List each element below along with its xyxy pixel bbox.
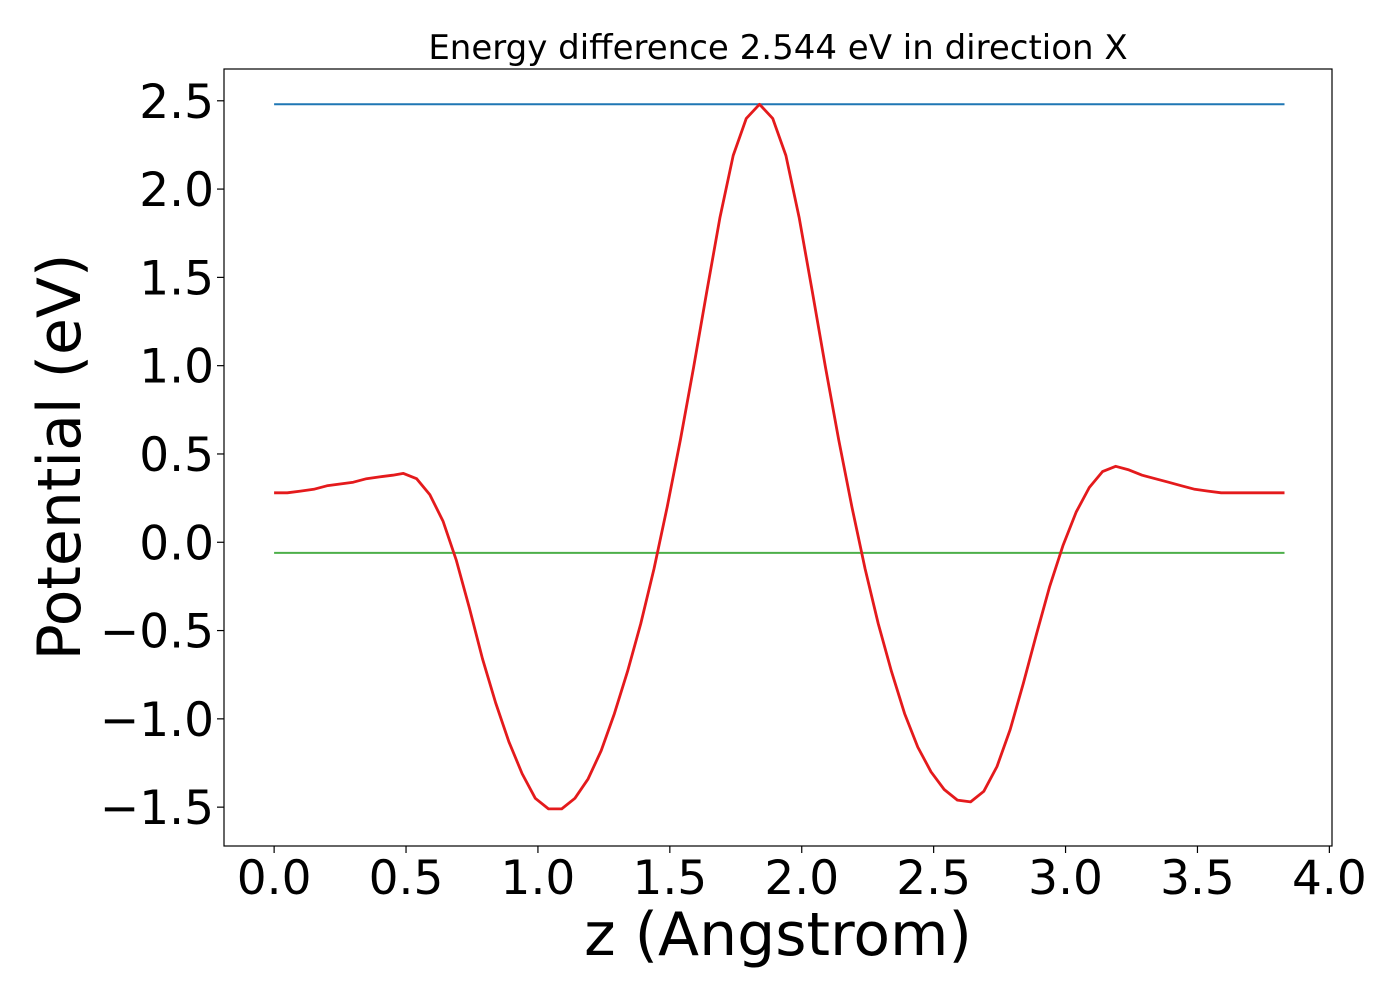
x-axis-label: z (Angstrom) [584, 900, 972, 970]
y-tick-label: 2.0 [139, 163, 214, 218]
y-axis-ticks: −1.5 −1.0 −0.5 0.0 0.5 1.0 1.5 2.0 2.5 [100, 75, 224, 836]
y-tick-label: 2.5 [139, 75, 214, 130]
x-axis-ticks: 0.0 0.5 1.0 1.5 2.0 2.5 3.0 3.5 4.0 [237, 846, 1367, 906]
y-tick-label: 0.0 [139, 516, 214, 571]
y-tick-label: 1.5 [139, 251, 214, 306]
x-tick-label: 2.5 [896, 851, 971, 906]
y-tick-label: 1.0 [139, 340, 214, 395]
y-tick-label: −0.5 [100, 605, 214, 660]
x-tick-label: 3.5 [1160, 851, 1235, 906]
x-tick-label: 2.0 [764, 851, 839, 906]
y-axis-label: Potential (eV) [25, 254, 95, 661]
x-tick-label: 0.5 [369, 851, 444, 906]
series-layer [274, 102, 1285, 811]
y-tick-label: −1.5 [100, 781, 214, 836]
y-tick-label: 0.5 [139, 428, 214, 483]
x-tick-label: 3.0 [1028, 851, 1103, 906]
plot-area-frame [223, 68, 1333, 847]
y-tick-label: −1.0 [100, 693, 214, 748]
x-tick-label: 1.0 [501, 851, 576, 906]
x-tick-label: 1.5 [632, 851, 707, 906]
series-line-potential [274, 102, 1285, 811]
x-tick-label: 4.0 [1292, 851, 1367, 906]
chart-title: Energy difference 2.544 eV in direction … [428, 28, 1127, 68]
x-tick-label: 0.0 [237, 851, 312, 906]
